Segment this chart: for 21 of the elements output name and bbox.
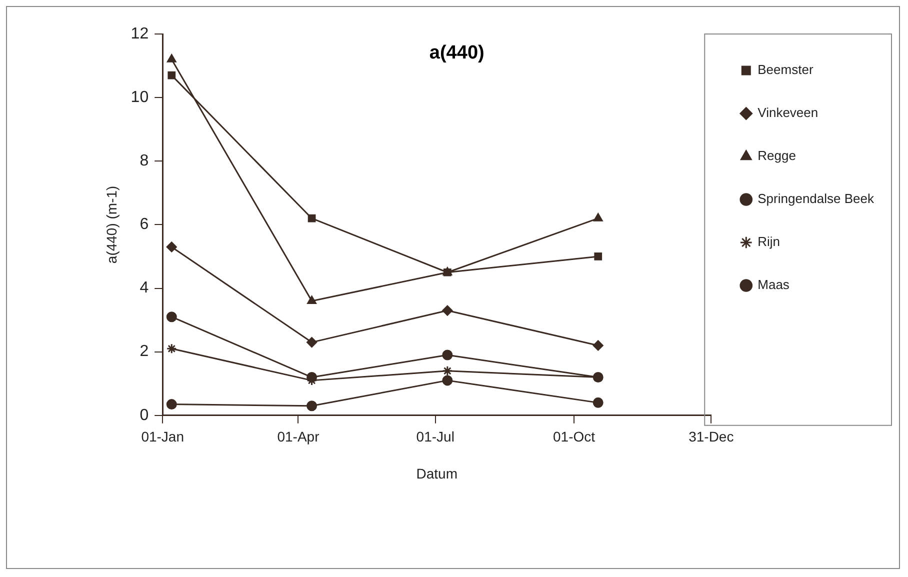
x-tick-label: 01-Apr — [277, 428, 320, 445]
y-tick-label: 2 — [140, 343, 149, 360]
y-axis-title: a(440) (m-1) — [103, 186, 120, 264]
y-tick-label: 0 — [140, 406, 149, 424]
legend-label: Vinkeveen — [758, 105, 818, 120]
legend-label: Beemster — [758, 62, 814, 78]
legend-label: Regge — [758, 148, 796, 164]
y-tick-label: 10 — [130, 88, 149, 106]
y-tick-label: 12 — [130, 25, 149, 42]
legend-label: Maas — [758, 277, 790, 292]
x-tick-label: 31-Dec — [688, 428, 734, 445]
y-tick-label: 8 — [140, 152, 149, 170]
legend-label: Springendalse Beek — [758, 191, 874, 206]
y-tick-label: 4 — [140, 280, 149, 297]
x-axis-title: Datum — [416, 465, 458, 482]
x-tick-label: 01-Jan — [141, 428, 184, 445]
text: a(440) — [429, 42, 484, 64]
x-tick-label: 01-Oct — [552, 428, 596, 445]
y-tick-label: 6 — [140, 216, 149, 234]
x-tick-label: 01-Jul — [416, 428, 454, 445]
legend-label: Rijn — [758, 234, 780, 250]
